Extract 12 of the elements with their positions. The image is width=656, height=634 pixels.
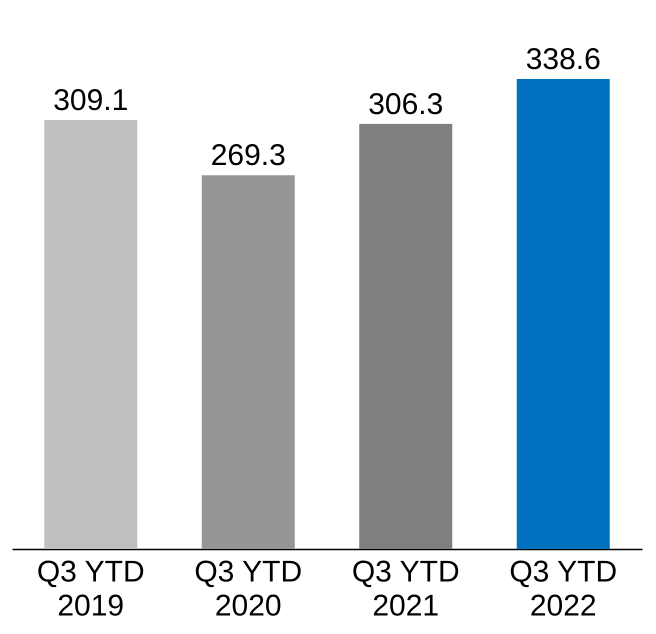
x-tick-label: Q3 YTD 2022 <box>509 556 618 622</box>
bar <box>202 175 295 549</box>
bar <box>44 120 138 549</box>
data-label: 309.1 <box>53 84 128 117</box>
x-tick-label: Q3 YTD 2021 <box>352 556 460 622</box>
bar <box>516 79 610 549</box>
data-label: 338.6 <box>526 43 601 76</box>
data-label: 306.3 <box>368 88 444 121</box>
data-label: 269.3 <box>210 139 286 172</box>
x-tick-label: Q3 YTD 2020 <box>194 556 302 622</box>
x-tick-label: Q3 YTD 2019 <box>36 556 145 622</box>
bar <box>359 124 452 549</box>
